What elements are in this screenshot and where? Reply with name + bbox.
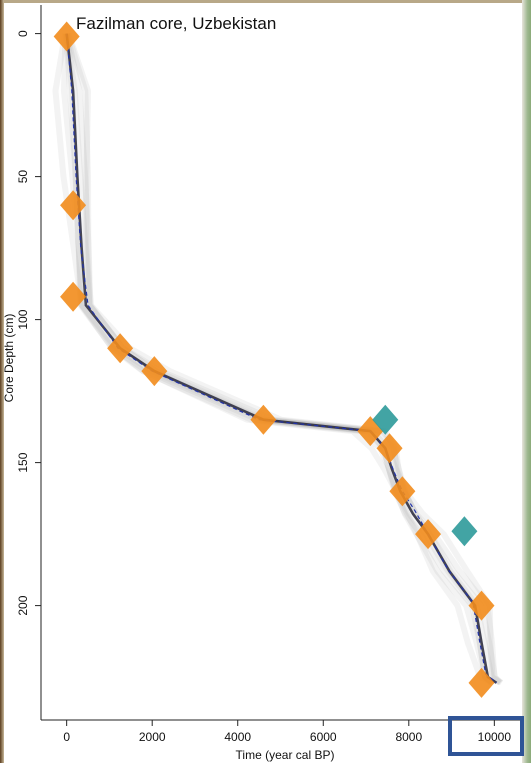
date-marker [60, 281, 87, 312]
x-tick-label: 8000 [395, 730, 422, 744]
date-markers [53, 21, 495, 698]
envelope-band [63, 33, 502, 686]
y-tick-label: 200 [16, 595, 30, 615]
envelope-band [52, 33, 494, 686]
y-tick-label: 100 [16, 309, 30, 329]
date-marker [250, 404, 277, 435]
y-tick-label: 50 [16, 170, 30, 184]
outlier-date-marker [451, 516, 478, 547]
date-marker [60, 190, 87, 221]
date-marker [415, 519, 442, 550]
date-marker [389, 476, 416, 507]
date-marker [376, 433, 403, 464]
y-tick-label: 150 [16, 452, 30, 472]
axes: 0 2000 4000 6000 8000 10000 0 50 100 150 200 [16, 5, 520, 744]
window-edge-left [0, 0, 4, 763]
x-axis-label: Time (year cal BP) [236, 748, 335, 762]
envelope-band [63, 33, 495, 686]
date-marker [53, 21, 80, 52]
envelope-band [64, 32, 503, 686]
date-marker [107, 333, 134, 364]
x-tick-label: 2000 [139, 730, 166, 744]
x-tick-label: 10000 [478, 730, 512, 744]
window-edge-right [522, 0, 531, 763]
x-tick-label: 0 [63, 730, 70, 744]
y-axis-label: Core Depth (cm) [2, 314, 16, 403]
window-edge-top [0, 0, 531, 3]
outlier-date-marker [372, 404, 399, 435]
highlight-box [448, 716, 524, 756]
x-tick-label: 6000 [310, 730, 337, 744]
date-marker [141, 356, 168, 387]
date-marker [468, 590, 495, 621]
date-marker [468, 667, 495, 698]
chart-title: Fazilman core, Uzbekistan [76, 14, 276, 33]
x-tick-label: 4000 [224, 730, 251, 744]
y-tick-label: 0 [16, 30, 30, 37]
